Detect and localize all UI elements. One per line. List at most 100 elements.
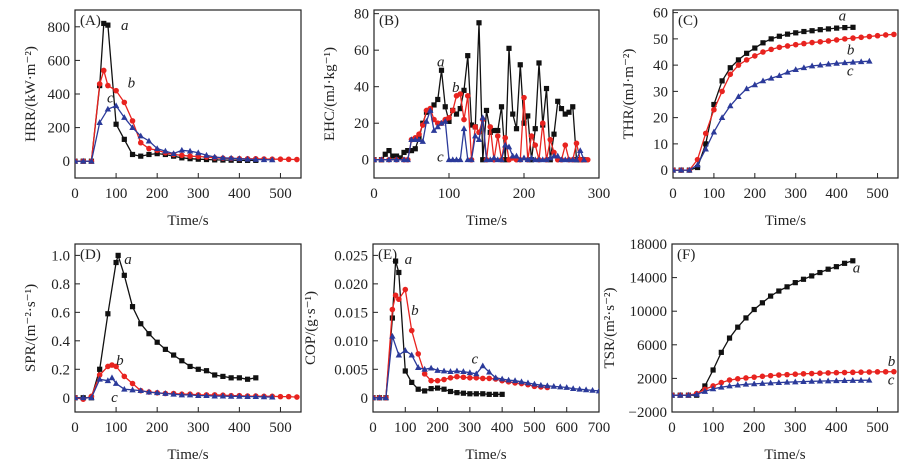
x-tick-label: 0 [71, 420, 79, 436]
x-tick-label: 0 [369, 420, 377, 436]
data-point [743, 315, 749, 321]
series-c [374, 107, 588, 163]
curve-label-b: b [452, 80, 460, 96]
data-point [857, 376, 865, 383]
data-point [751, 306, 757, 313]
data-point [547, 154, 554, 161]
x-tick-label: 500 [866, 186, 889, 202]
y-tick-label: 30 [653, 84, 668, 100]
x-tick-label: 400 [825, 420, 848, 436]
data-point [416, 131, 422, 137]
data-point [88, 157, 95, 164]
data-point [767, 372, 774, 379]
data-point [709, 385, 717, 392]
data-point [408, 351, 415, 358]
data-point [447, 388, 454, 395]
data-point [718, 349, 724, 355]
data-point [486, 368, 493, 375]
panel-label: (B) [379, 13, 399, 29]
data-point [154, 151, 160, 157]
data-point [468, 156, 475, 163]
y-axis-label: HRR/(kW·m⁻²) [23, 46, 39, 142]
x-tick-label: 300 [784, 186, 807, 202]
x-tick-label: 200 [426, 420, 449, 436]
data-point [521, 120, 527, 126]
data-point [113, 259, 119, 266]
x-axis-label: Time/s [764, 447, 805, 463]
series-c [672, 376, 873, 398]
data-point [850, 369, 856, 376]
curve-label-c: c [107, 90, 114, 106]
x-axis-label: Time/s [466, 213, 507, 229]
data-point [703, 141, 709, 147]
curve-label-c: c [437, 150, 444, 166]
data-point [558, 106, 565, 112]
data-point [138, 321, 144, 327]
panel-label: (E) [378, 247, 397, 263]
data-point [735, 57, 742, 63]
x-axis-label: Time/s [465, 447, 506, 463]
data-point [480, 157, 486, 163]
x-tick-label: 600 [555, 420, 578, 436]
data-point [735, 62, 742, 68]
data-point [121, 136, 127, 142]
panel-label: (D) [80, 247, 101, 263]
data-point [472, 132, 479, 139]
data-point [792, 378, 799, 385]
data-point [422, 388, 428, 394]
data-point [784, 371, 790, 378]
y-tick-label: 0 [63, 154, 71, 170]
series-c [673, 57, 873, 173]
data-point [244, 155, 251, 162]
data-point [187, 363, 193, 370]
data-point [718, 383, 725, 390]
data-point [809, 28, 815, 34]
data-point [841, 377, 848, 383]
data-point [841, 260, 848, 266]
data-point [374, 156, 378, 163]
data-point [466, 369, 474, 376]
data-point [419, 138, 426, 144]
y-tick-label: 20 [653, 111, 668, 127]
y-tick-label: 200 [48, 121, 71, 137]
data-point [554, 152, 561, 159]
data-point [195, 392, 202, 399]
y-tick-label: 0.010 [334, 334, 368, 350]
data-point [479, 375, 486, 382]
data-point [121, 114, 128, 120]
data-point [457, 106, 463, 112]
data-point [461, 87, 467, 93]
data-point [385, 156, 393, 163]
data-point [866, 33, 873, 40]
data-point [511, 377, 519, 384]
y-tick-label: 0 [361, 391, 369, 407]
data-point [412, 146, 418, 152]
plot-frame [74, 243, 302, 413]
y-tick-label: 400 [48, 87, 71, 103]
data-point [121, 373, 128, 380]
data-point [129, 151, 136, 158]
data-point [457, 91, 464, 97]
series-c [75, 374, 276, 401]
data-point [430, 127, 438, 133]
data-point [487, 156, 494, 163]
data-point [228, 375, 234, 381]
data-point [392, 292, 399, 299]
data-point [718, 114, 726, 121]
data-point [882, 368, 889, 375]
data-point [96, 372, 103, 378]
data-point [75, 394, 79, 401]
plot-frame [671, 243, 899, 413]
series-b [673, 31, 897, 173]
data-point [702, 130, 709, 137]
data-point [415, 364, 422, 370]
data-point [506, 45, 512, 51]
curve-label-a: a [853, 261, 861, 277]
data-point [492, 374, 499, 381]
data-point [735, 324, 741, 330]
data-point [427, 107, 434, 113]
data-point [253, 375, 259, 381]
data-point [434, 377, 441, 384]
series-line-b [673, 33, 894, 171]
